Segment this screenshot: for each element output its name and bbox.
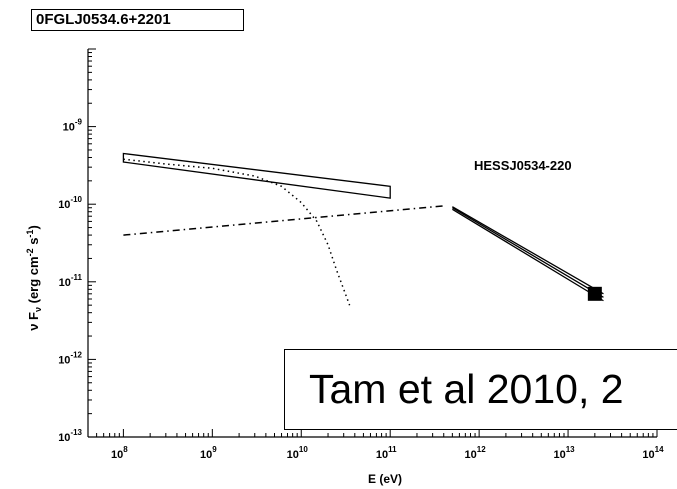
y-tick-label: 10-11 [59, 273, 83, 289]
x-tick-label: 1010 [287, 445, 309, 461]
fermi-butterfly [122, 152, 391, 199]
hess-square-marker [587, 286, 602, 301]
y-axis-label: ν Fν (erg cm-2 s-1) [25, 225, 43, 331]
x-tick-label: 108 [111, 445, 128, 461]
x-tick-label: 1014 [642, 445, 664, 461]
y-tick-label: 10-13 [58, 428, 82, 444]
citation-text: Tam et al 2010, 2 [284, 349, 677, 430]
chart-title: 0FGLJ0534.6+2201 [31, 9, 244, 31]
hess-spectrum-line [452, 208, 604, 302]
hess-spectrum-line [452, 206, 604, 295]
y-tick-label: 10-12 [58, 350, 82, 366]
hess-spectrum-line [452, 207, 604, 298]
x-tick-label: 1013 [553, 445, 575, 461]
y-tick-label: 10-9 [63, 118, 83, 134]
y-tick-label: 10-10 [58, 195, 82, 211]
dash-dot-line [123, 205, 444, 236]
annotation-hessj0534-220: HESSJ0534-220 [474, 158, 572, 173]
dotted-cutoff-curve [123, 158, 351, 306]
x-tick-label: 1011 [376, 445, 397, 461]
x-tick-label: 1012 [465, 445, 487, 461]
x-axis-label: E (eV) [368, 472, 402, 486]
x-tick-label: 109 [200, 445, 217, 461]
